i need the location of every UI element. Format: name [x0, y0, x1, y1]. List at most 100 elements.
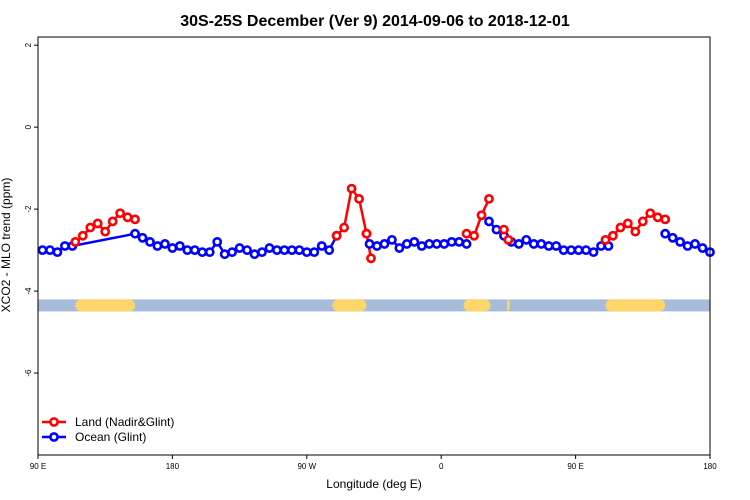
land-point-7 — [122, 212, 133, 223]
ocean-point-5 — [130, 228, 140, 239]
ocean-point-8 — [152, 241, 163, 251]
ocean-point-3 — [59, 241, 70, 251]
land-point-19 — [484, 193, 494, 204]
ocean-point-17 — [219, 249, 230, 260]
land-point-9 — [331, 230, 342, 241]
land-point-0 — [70, 237, 81, 247]
land-point-24 — [615, 222, 626, 233]
y-tick-label-2: -2 — [24, 205, 33, 213]
ocean-point-25 — [279, 245, 290, 255]
land-point-18 — [476, 210, 487, 221]
ocean-point-29 — [309, 247, 320, 258]
land-point-30 — [660, 214, 671, 225]
ocean-point-39 — [409, 237, 420, 247]
ocean-point-48 — [491, 224, 502, 235]
band-ocean — [38, 299, 710, 312]
y-tick-label-0: 2 — [24, 42, 33, 47]
ocean-point-15 — [204, 247, 215, 258]
ocean-point-12 — [182, 245, 193, 255]
legend-marker-1 — [49, 432, 59, 442]
ocean-point-55 — [543, 241, 554, 251]
ocean-point-38 — [401, 239, 412, 249]
ocean-point-21 — [249, 249, 260, 260]
y-axis-label: XCO2 - MLO trend (ppm) — [0, 178, 13, 313]
ocean-point-58 — [566, 245, 577, 255]
ocean-point-27 — [294, 245, 305, 255]
land-point-14 — [361, 228, 372, 239]
ocean-point-13 — [189, 245, 200, 255]
coverage-band — [38, 299, 710, 312]
band-land-range-2 — [463, 299, 491, 312]
land-point-6 — [115, 208, 126, 219]
ocean-point-18 — [227, 247, 238, 258]
ocean-point-54 — [536, 239, 547, 249]
land-point-22 — [600, 234, 611, 245]
y-axis: 2 0 -2 -4 -6 — [24, 42, 38, 377]
ocean-point-51 — [513, 239, 524, 249]
land-point-3 — [92, 218, 103, 229]
ocean-point-19 — [234, 243, 245, 253]
x-axis: 90 E 180 90 W 0 90 E 180 — [30, 455, 717, 471]
ocean-point-36 — [387, 234, 397, 245]
x-tick-label-1: 180 — [166, 462, 180, 471]
y-tick-label-3: -4 — [24, 287, 33, 295]
x-tick-label-0: 90 E — [30, 462, 46, 471]
land-point-1 — [77, 230, 88, 241]
x-tick-label-3: 0 — [439, 462, 444, 471]
x-tick-label-5: 180 — [703, 462, 717, 471]
ocean-point-68 — [690, 239, 700, 249]
land-point-4 — [100, 226, 111, 237]
ocean-point-23 — [264, 243, 275, 253]
land-point-26 — [630, 226, 641, 237]
ocean-point-31 — [324, 245, 335, 255]
legend: Land (Nadir&Glint)Ocean (Glint) — [42, 415, 174, 444]
land-point-27 — [637, 216, 648, 227]
land-point-12 — [354, 193, 364, 204]
band-land-range-1 — [332, 299, 367, 312]
ocean-point-33 — [364, 239, 375, 249]
ocean-point-35 — [379, 239, 390, 249]
ocean-point-65 — [667, 232, 678, 243]
ocean-point-60 — [581, 245, 591, 255]
ocean-point-42 — [431, 239, 442, 249]
land-point-5 — [107, 216, 118, 227]
land-point-29 — [652, 212, 663, 223]
land-point-23 — [608, 230, 618, 241]
land-point-28 — [645, 208, 656, 219]
ocean-point-53 — [528, 239, 539, 249]
land-point-17 — [469, 230, 479, 241]
ocean-point-34 — [372, 241, 382, 251]
series-layer — [37, 183, 715, 264]
ocean-point-28 — [301, 247, 312, 258]
land-point-2 — [85, 222, 96, 233]
ocean-point-10 — [167, 243, 178, 253]
ocean-point-26 — [286, 245, 297, 255]
land-point-21 — [503, 234, 514, 245]
ocean-point-61 — [588, 247, 599, 258]
ocean-point-59 — [573, 245, 584, 255]
land-point-10 — [339, 222, 350, 233]
y-tick-label-4: -6 — [24, 369, 33, 377]
plot-frame — [37, 36, 711, 456]
ocean-point-20 — [242, 245, 252, 255]
ocean-point-52 — [521, 234, 532, 245]
ocean-point-44 — [446, 237, 457, 247]
ocean-point-56 — [551, 241, 562, 251]
ocean-point-69 — [697, 243, 708, 253]
ocean-point-67 — [682, 241, 693, 251]
ocean-point-46 — [461, 239, 472, 249]
ocean-point-41 — [424, 239, 435, 249]
land-point-25 — [622, 218, 633, 229]
legend-label-1: Ocean (Glint) — [75, 430, 146, 444]
ocean-point-6 — [137, 232, 148, 243]
y-tick-label-1: 0 — [24, 124, 33, 129]
ocean-point-40 — [416, 241, 427, 251]
ocean-point-66 — [675, 237, 686, 247]
ocean-point-2 — [52, 247, 63, 258]
band-land-range-4 — [605, 299, 666, 312]
ocean-point-24 — [272, 245, 282, 255]
legend-label-0: Land (Nadir&Glint) — [75, 415, 174, 429]
ocean-point-16 — [212, 237, 223, 247]
ocean-point-14 — [197, 247, 208, 258]
